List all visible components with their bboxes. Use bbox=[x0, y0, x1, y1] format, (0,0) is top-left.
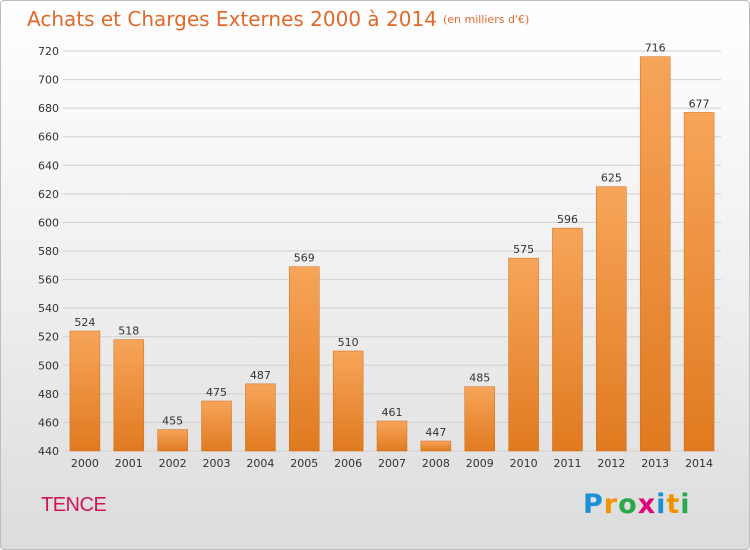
bar bbox=[464, 386, 495, 452]
y-tick-label: 560 bbox=[38, 274, 59, 287]
x-tick-label: 2012 bbox=[597, 457, 625, 470]
x-tick-label: 2001 bbox=[115, 457, 143, 470]
y-tick-label: 440 bbox=[38, 445, 59, 458]
x-tick-label: 2010 bbox=[510, 457, 538, 470]
data-label: 524 bbox=[74, 316, 95, 329]
data-label: 487 bbox=[250, 369, 271, 382]
x-tick-label: 2008 bbox=[422, 457, 450, 470]
y-tick-label: 480 bbox=[38, 388, 59, 401]
bar bbox=[157, 429, 188, 452]
bar bbox=[508, 257, 539, 452]
y-tick-label: 460 bbox=[38, 416, 59, 429]
data-label: 510 bbox=[338, 336, 359, 349]
y-tick-label: 640 bbox=[38, 159, 59, 172]
title-main: Achats et Charges Externes 2000 à 2014 bbox=[27, 7, 437, 31]
chart-title: Achats et Charges Externes 2000 à 2014 (e… bbox=[27, 7, 529, 31]
x-tick-label: 2000 bbox=[71, 457, 99, 470]
bar bbox=[69, 330, 101, 452]
proxiti-logo: Proxiti bbox=[583, 489, 691, 520]
title-unit: (en milliers d'€) bbox=[442, 13, 530, 26]
data-label: 455 bbox=[162, 415, 183, 428]
y-tick-label: 700 bbox=[38, 74, 59, 87]
data-label: 461 bbox=[382, 406, 403, 419]
bar bbox=[420, 440, 452, 452]
bar bbox=[332, 350, 364, 452]
logo-letter: x bbox=[637, 489, 657, 520]
x-axis-ticks: 2000 2001 2002 2003 2004 2005 2006 2007 2008 2009… bbox=[71, 457, 713, 470]
bar bbox=[683, 112, 715, 452]
x-tick-label: 2014 bbox=[685, 457, 713, 470]
data-label: 677 bbox=[689, 97, 710, 110]
y-tick-label: 620 bbox=[38, 188, 59, 201]
data-label: 575 bbox=[513, 243, 534, 256]
logo-letter: i bbox=[656, 489, 667, 520]
y-tick-label: 680 bbox=[38, 102, 59, 115]
logo-letter: i bbox=[680, 489, 691, 520]
data-label: 625 bbox=[601, 172, 622, 185]
y-axis-ticks: 440 460 480 500 520 540 560 580 600 620 640 660 680 7… bbox=[38, 45, 59, 458]
logo-letter: t bbox=[666, 489, 681, 520]
y-tick-label: 720 bbox=[38, 45, 59, 58]
bar bbox=[596, 186, 627, 452]
location-name: TENCE bbox=[41, 494, 107, 516]
x-tick-label: 2005 bbox=[290, 457, 318, 470]
y-tick-label: 500 bbox=[38, 359, 59, 372]
y-tick-label: 660 bbox=[38, 131, 59, 144]
x-tick-label: 2011 bbox=[553, 457, 581, 470]
data-label: 475 bbox=[206, 386, 227, 399]
bar bbox=[113, 339, 145, 452]
x-tick-label: 2006 bbox=[334, 457, 362, 470]
data-label: 596 bbox=[557, 213, 578, 226]
y-tick-label: 580 bbox=[38, 245, 59, 258]
logo-letter: P bbox=[583, 489, 604, 520]
y-tick-label: 600 bbox=[38, 216, 59, 229]
bars bbox=[69, 56, 715, 452]
x-tick-label: 2009 bbox=[466, 457, 494, 470]
data-label: 485 bbox=[469, 372, 490, 385]
bar bbox=[289, 266, 320, 452]
x-tick-label: 2013 bbox=[641, 457, 669, 470]
bar bbox=[201, 400, 232, 452]
x-tick-label: 2002 bbox=[159, 457, 187, 470]
y-tick-label: 520 bbox=[38, 331, 59, 344]
data-label: 447 bbox=[425, 426, 446, 439]
data-label: 716 bbox=[645, 42, 666, 55]
bar bbox=[639, 56, 671, 452]
data-label: 518 bbox=[118, 325, 139, 338]
y-tick-label: 540 bbox=[38, 302, 59, 315]
data-label: 569 bbox=[294, 252, 315, 265]
x-tick-label: 2004 bbox=[246, 457, 274, 470]
logo-letter: o bbox=[618, 489, 638, 520]
bar bbox=[376, 420, 408, 452]
bar bbox=[552, 227, 583, 452]
x-tick-label: 2007 bbox=[378, 457, 406, 470]
x-tick-label: 2003 bbox=[203, 457, 231, 470]
logo-letter: r bbox=[603, 489, 619, 520]
bar bbox=[245, 383, 276, 452]
data-labels: 524 518 455 475 487 569 510 461 447 485 575 596 625 7… bbox=[74, 42, 709, 439]
